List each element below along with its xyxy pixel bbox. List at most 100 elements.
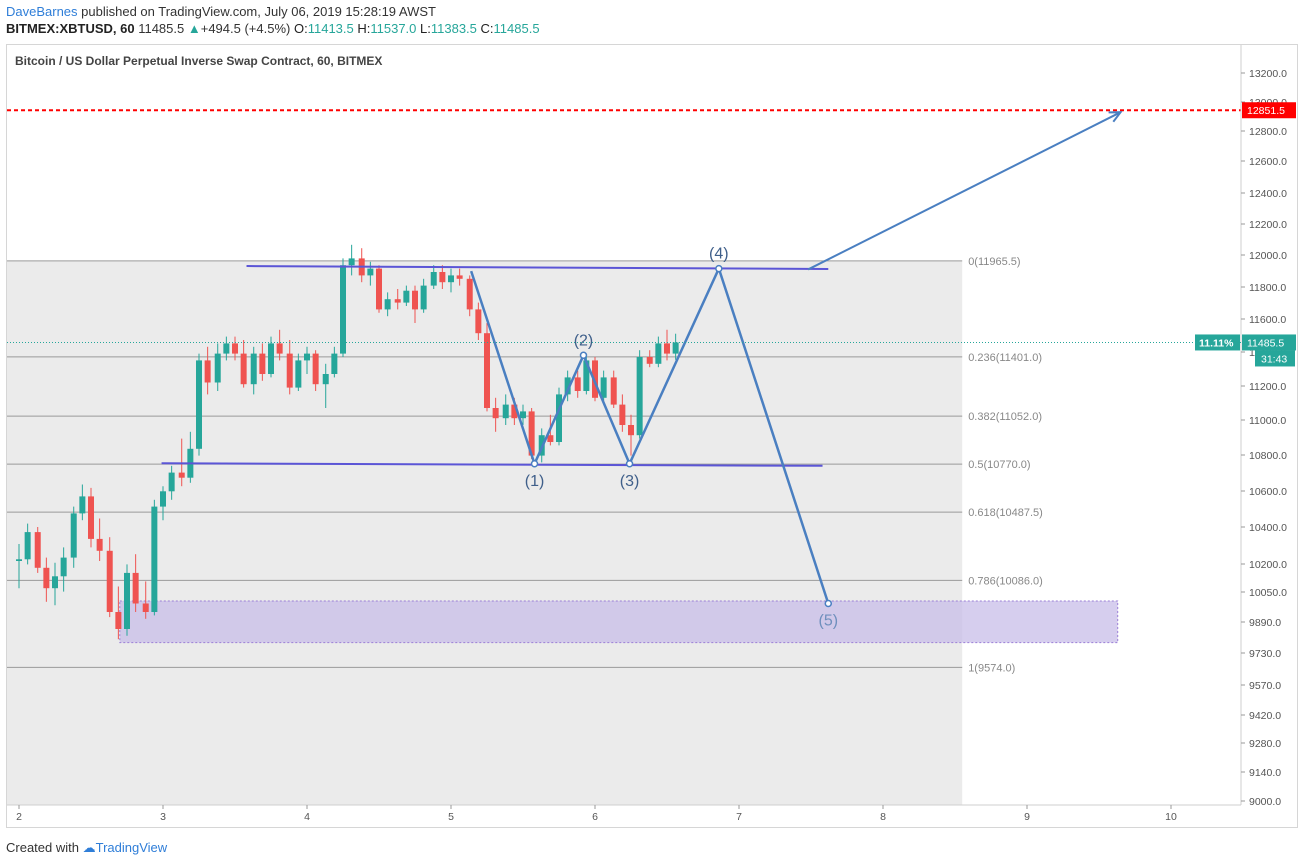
low-value: 11383.5 (430, 21, 477, 36)
created-with-text: Created with (6, 840, 79, 855)
price-axis-background (1241, 45, 1297, 827)
close-label: C: (480, 21, 494, 36)
wave-point-marker[interactable] (579, 351, 588, 360)
elliott-wave-path[interactable] (469, 265, 830, 604)
up-triangle-icon: ▲ (187, 21, 201, 36)
candle-body (484, 333, 490, 408)
wave-point-marker[interactable] (715, 264, 723, 273)
y-tick-label: 12200.0 (1249, 219, 1287, 231)
candle-body (295, 360, 302, 388)
candle-body (16, 559, 22, 561)
candle-body (115, 612, 122, 629)
candle-body (204, 360, 211, 383)
last-price-label-bg (1242, 334, 1296, 351)
candle-body (168, 472, 175, 492)
candle-body (619, 404, 626, 425)
y-tick-label: 11600.0 (1249, 314, 1286, 326)
y-tick-label: 11000.0 (1249, 415, 1286, 427)
candle-body (34, 532, 41, 568)
x-tick-label: 5 (448, 811, 454, 823)
high-label: H: (357, 21, 371, 36)
candle-body (304, 353, 310, 361)
author-link[interactable]: DaveBarnes (6, 4, 78, 19)
candle-body (70, 513, 77, 558)
target-price-label-bg (1242, 102, 1296, 119)
projection-arrow[interactable] (807, 111, 1122, 271)
y-tick-label: 9890.0 (1249, 617, 1281, 629)
candle-body (466, 278, 473, 310)
candle-body (160, 491, 166, 507)
wave-point-marker[interactable] (824, 599, 833, 608)
last-price-label: 11485.5 (1247, 337, 1284, 349)
candle-body (348, 258, 355, 266)
price-chart[interactable]: 0(11965.5) 0.236(11401.0) 0.382(11052.0) 0.… (7, 45, 1297, 827)
chart-panel[interactable]: 0(11965.5) 0.236(11401.0) 0.382(11052.0) 0.… (6, 44, 1298, 828)
candle-body (574, 377, 581, 391)
candle-body (196, 360, 202, 449)
candle-body (340, 265, 346, 354)
y-tick-label: 9140.0 (1249, 767, 1281, 779)
candle-body (655, 343, 662, 364)
candle-body (475, 309, 482, 334)
candle-body (456, 275, 463, 279)
wave-point-marker[interactable] (530, 460, 539, 468)
candle-body (214, 353, 221, 383)
y-tick-label: 10050.0 (1249, 587, 1287, 599)
candle-body (268, 343, 274, 374)
y-tick-label: 13200.0 (1249, 68, 1287, 80)
candle-body (528, 411, 535, 456)
fib-level-label: 0.618(10487.5) (968, 507, 1043, 519)
x-tick-label: 8 (880, 811, 886, 823)
candle-body (240, 353, 247, 385)
candle-body (24, 532, 31, 560)
y-tick-label: 10800.0 (1249, 450, 1287, 462)
x-tick-label: 3 (160, 811, 166, 823)
tradingview-logo-icon[interactable]: ☁ (82, 840, 96, 855)
wave-label: (4) (709, 246, 729, 263)
candle-body (259, 353, 266, 374)
y-tick-label: 9570.0 (1249, 680, 1281, 692)
countdown-timer: 31:43 (1261, 353, 1287, 365)
y-tick-label: 10200.0 (1249, 559, 1287, 571)
x-tick-label: 9 (1024, 811, 1030, 823)
time-axis-background (7, 805, 1297, 827)
footer: Created with ☁TradingView (6, 840, 167, 856)
wave-label: (1) (525, 473, 545, 490)
y-tick-label: 9420.0 (1249, 710, 1281, 722)
change-value: +494.5 (+4.5%) (200, 21, 291, 36)
support-zone[interactable] (119, 600, 1119, 644)
countdown-bg (1255, 350, 1295, 367)
candle-body (96, 538, 103, 551)
candle-body (312, 353, 319, 385)
wave-label: (2) (574, 332, 594, 349)
candle-body (556, 394, 562, 442)
fib-level-label: 1(9574.0) (968, 662, 1015, 674)
candle-body (492, 408, 499, 419)
lower-channel-line[interactable] (161, 462, 823, 467)
candle-body (232, 343, 238, 354)
fib-level-label: 0.5(10770.0) (968, 459, 1030, 471)
symbol-label: BITMEX:XBTUSD, 60 (6, 21, 135, 36)
fib-level-label: 0.382(11052.0) (968, 411, 1042, 423)
y-tick-label: 9280.0 (1249, 738, 1281, 750)
candle-body (376, 268, 382, 310)
candle-body (403, 290, 410, 303)
upper-channel-line[interactable] (246, 265, 829, 270)
candle-body (592, 360, 598, 398)
candle-body (439, 272, 446, 283)
candle-body (142, 603, 149, 612)
candle-body (384, 299, 391, 310)
candle-body (223, 343, 230, 354)
x-tick-label: 2 (16, 811, 22, 823)
y-tick-label: 9730.0 (1249, 648, 1281, 660)
candle-body (124, 572, 130, 629)
y-tick-label: 11200.0 (1249, 381, 1286, 393)
publish-info: DaveBarnes published on TradingView.com,… (6, 4, 436, 19)
wave-point-marker[interactable] (625, 460, 634, 468)
x-tick-label: 6 (592, 811, 598, 823)
projection-arrow-head (1108, 111, 1123, 123)
ohlc-bar: BITMEX:XBTUSD, 60 11485.5 ▲+494.5 (+4.5%… (6, 21, 540, 36)
tradingview-link[interactable]: TradingView (95, 840, 168, 855)
candle-body (672, 342, 679, 354)
candle-body (430, 272, 437, 286)
